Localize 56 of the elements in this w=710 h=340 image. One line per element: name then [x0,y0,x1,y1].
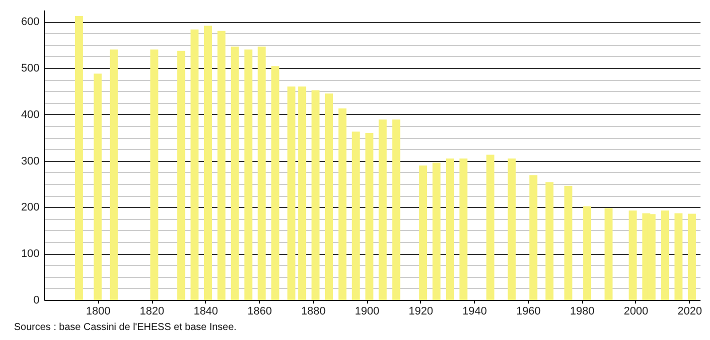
source-note: Sources : base Cassini de l'EHESS et base Insee. [14,322,237,333]
x-tick-label: 1860 [247,306,272,318]
bar [419,165,428,300]
x-tick-label: 1840 [194,306,218,318]
bar [486,154,494,300]
x-tick-label: 1940 [462,306,487,318]
bar [392,120,400,300]
bar [583,206,592,300]
x-tick-label: 1980 [570,306,594,318]
bar [177,50,186,300]
bar [338,108,346,300]
bar [661,210,670,300]
bar [545,182,554,300]
bar [150,49,158,300]
y-tick-label: 600 [21,16,40,28]
x-tick-label: 1920 [408,306,434,318]
bar [74,16,83,300]
bar [324,94,333,300]
bar [432,162,441,300]
bar [287,86,296,300]
bar [564,186,572,300]
bar [204,26,212,300]
bar [271,66,280,300]
bar [110,49,118,300]
bar [604,208,613,300]
bar [352,132,360,300]
x-tick-label: 2000 [624,306,648,318]
y-tick-label: 0 [33,294,40,306]
bar [365,132,374,300]
bar [378,120,387,300]
x-tick-label: 2020 [678,306,702,318]
bar [217,30,226,300]
bar [459,158,468,300]
y-tick-label: 400 [21,108,40,121]
bar [688,214,696,300]
y-tick-label: 300 [21,155,40,168]
y-tick-label: 200 [21,202,40,214]
x-tick-label: 1800 [86,306,111,318]
bar [674,213,682,300]
x-tick-label: 1880 [301,306,326,318]
bar [244,49,252,300]
y-tick-label: 100 [21,248,40,260]
x-tick-label: 1900 [354,306,380,318]
y-tick-label: 500 [21,62,40,74]
bar [312,90,320,300]
bar [230,46,239,300]
x-tick-label: 1960 [516,306,541,318]
bar [258,46,266,300]
bar [190,29,199,300]
x-tick-label: 1820 [140,306,164,318]
bar [628,210,637,300]
bar [529,175,538,300]
bar [446,158,454,300]
bar [298,86,306,300]
bar [508,158,516,300]
bar [94,74,102,300]
